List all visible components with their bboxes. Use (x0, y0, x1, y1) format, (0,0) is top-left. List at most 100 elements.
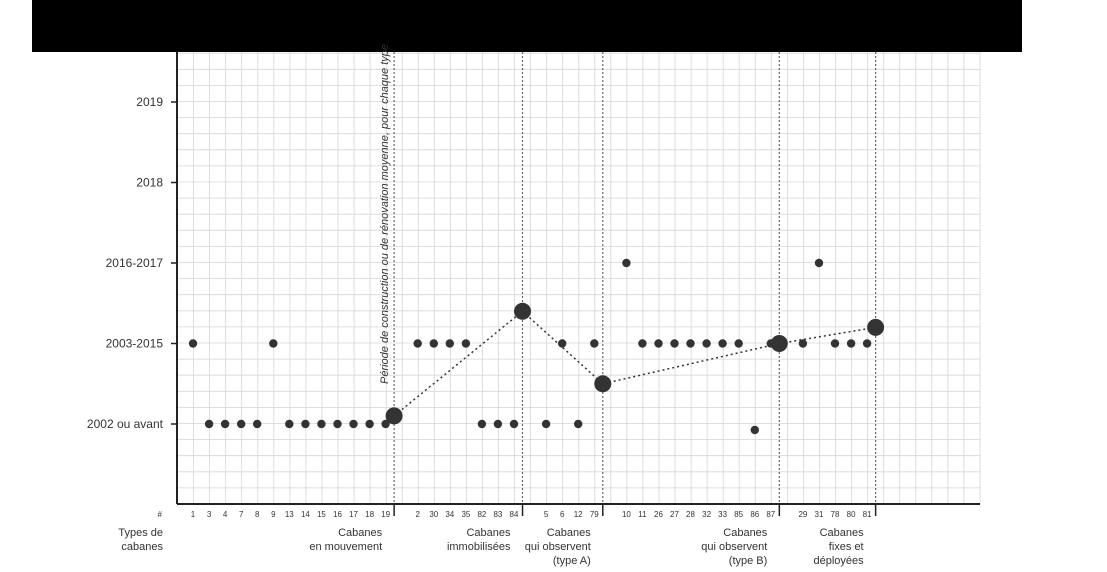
data-point (188, 339, 198, 348)
x-tick-label: 87 (766, 510, 775, 519)
x-tick-label: 1 (191, 510, 196, 519)
data-point (253, 419, 262, 429)
x-tick-label: 33 (718, 510, 727, 519)
data-point (381, 419, 390, 429)
data-point (686, 339, 695, 348)
x-tick-label: 81 (863, 510, 872, 519)
data-point (718, 339, 727, 348)
data-point (846, 339, 856, 348)
data-point (734, 339, 743, 348)
x-tick-label: 3 (207, 510, 212, 519)
data-point (461, 339, 471, 348)
data-point (445, 339, 454, 348)
data-point (237, 419, 246, 429)
group-mean-point (514, 302, 531, 320)
x-row-label: Types de (118, 527, 163, 539)
group-mean-point (770, 335, 788, 352)
group-label: immobilisées (447, 541, 511, 553)
mean-trend-line (393, 310, 876, 417)
y-tick-label: 2003-2015 (106, 337, 164, 351)
data-point (349, 419, 358, 429)
x-tick-label: 29 (798, 510, 807, 519)
x-tick-label: 8 (255, 510, 260, 519)
data-point (638, 339, 647, 348)
x-tick-label: 5 (544, 510, 549, 519)
data-point (493, 419, 503, 429)
x-tick-label: 84 (510, 510, 519, 519)
top-black-band (32, 0, 1022, 52)
group-label: Cabanes (547, 527, 592, 539)
data-point (413, 339, 422, 348)
x-tick-label: 27 (670, 510, 679, 519)
group-label: (type B) (729, 555, 768, 567)
group-label: qui observent (701, 541, 767, 553)
group-label: qui observent (525, 541, 591, 553)
data-point (429, 339, 438, 348)
data-point (830, 339, 840, 348)
x-tick-label: 82 (477, 510, 486, 519)
x-tick-label: 16 (333, 510, 342, 519)
x-tick-label: 32 (702, 510, 711, 519)
group-label: déployées (813, 555, 864, 567)
x-tick-label: 79 (590, 510, 599, 519)
x-tick-label: 26 (654, 510, 663, 519)
x-tick-label: 17 (349, 510, 358, 519)
data-point (477, 419, 487, 429)
x-tick-label: 7 (239, 510, 244, 519)
x-tick-label: 85 (734, 510, 743, 519)
group-mean-point (594, 375, 612, 393)
y-tick-label: 2016-2017 (106, 256, 164, 270)
x-row-label: cabanes (121, 541, 163, 553)
y-tick-label: 2019 (136, 95, 163, 109)
data-point (317, 419, 326, 429)
data-point (814, 258, 824, 268)
data-point (365, 419, 374, 429)
x-tick-label: 86 (750, 510, 759, 519)
data-marks (188, 258, 885, 435)
x-tick-label: 28 (686, 510, 695, 519)
group-mean-point (867, 318, 885, 336)
data-point (333, 419, 342, 429)
vertical-annotation: Période de construction ou de rénovation… (379, 44, 391, 384)
data-point (574, 419, 583, 429)
axis-labels: 2002 ou avant 2003-2015 2016-2017 2018 2019 #… (87, 44, 872, 567)
x-tick-label: 13 (285, 510, 294, 519)
x-tick-label: 11 (638, 510, 647, 519)
data-point (862, 339, 872, 348)
data-point (798, 339, 808, 348)
x-tick-label: 14 (301, 510, 310, 519)
x-tick-label: 78 (831, 510, 840, 519)
grid (177, 52, 981, 505)
x-tick-label: 12 (574, 510, 583, 519)
x-tick-label: 34 (445, 510, 454, 519)
axes (171, 52, 980, 516)
group-label: fixes et (829, 541, 864, 553)
group-label: Cabanes (723, 527, 768, 539)
x-tick-label: 4 (223, 510, 228, 519)
y-tick-label: 2018 (136, 176, 163, 190)
x-tick-label: 30 (429, 510, 438, 519)
x-tick-label: 19 (381, 510, 390, 519)
group-label: Cabanes (338, 527, 383, 539)
data-point (670, 339, 679, 348)
group-label: (type A) (553, 555, 591, 567)
group-mean-point (385, 407, 403, 425)
x-tick-label: 15 (317, 510, 326, 519)
data-point (702, 339, 711, 348)
x-tick-label: 35 (461, 510, 470, 519)
data-point (750, 425, 759, 435)
data-point (269, 339, 278, 348)
x-tick-label: 10 (622, 510, 631, 519)
data-point (590, 339, 599, 348)
data-point (285, 419, 294, 429)
x-tick-label: 80 (847, 510, 856, 519)
data-point (654, 339, 663, 348)
x-tick-label: 31 (815, 510, 824, 519)
group-label: en mouvement (309, 541, 382, 553)
data-point (541, 419, 551, 429)
x-header-label: # (158, 510, 163, 519)
data-point (622, 258, 631, 268)
y-tick-label: 2002 ou avant (87, 417, 164, 431)
data-point (301, 419, 310, 429)
